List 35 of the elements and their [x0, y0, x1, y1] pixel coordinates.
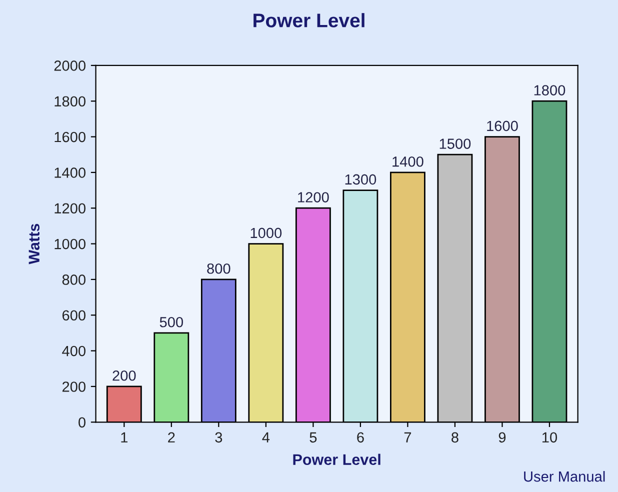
x-tick-label: 6	[357, 432, 364, 443]
y-tick-label: 1000	[54, 238, 86, 250]
data-label: 1800	[534, 85, 566, 96]
data-label: 200	[112, 370, 136, 381]
y-tick-label: 1800	[54, 96, 86, 107]
x-tick-label: 7	[404, 432, 412, 442]
data-label: 800	[207, 263, 230, 274]
y-axis-title: Watts	[28, 224, 40, 264]
data-label: 1400	[392, 156, 424, 167]
y-tick-label: 1400	[54, 168, 86, 178]
data-label: 1000	[250, 228, 282, 238]
x-tick-label: 5	[310, 432, 317, 443]
text: User Manual	[524, 471, 605, 482]
x-tick-label: 2	[168, 432, 175, 442]
y-tick-label: 2000	[54, 60, 86, 71]
x-tick-label: 1	[121, 432, 128, 442]
data-label: 1300	[345, 174, 376, 185]
y-tick-label: 0	[78, 417, 86, 428]
x-tick-label: 8	[452, 432, 458, 443]
y-tick-label: 1200	[54, 203, 86, 214]
x-tick-label: 9	[498, 432, 506, 443]
y-tick-label: 600	[62, 310, 86, 321]
data-label: 500	[160, 316, 183, 328]
y-tick-label: 1600	[54, 132, 86, 142]
chart-title: Power Level	[254, 13, 364, 28]
x-tick-label: 10	[542, 432, 558, 443]
data-label: 1600	[487, 120, 518, 132]
data-label: 1500	[440, 138, 471, 149]
y-tick-label: 200	[62, 382, 86, 392]
x-axis-title: Power Level	[293, 454, 380, 466]
y-tick-label: 800	[62, 274, 86, 285]
y-tick-label: 400	[62, 346, 86, 356]
data-label: 1200	[298, 192, 329, 202]
x-tick-label: 3	[215, 432, 222, 443]
x-tick-label: 4	[262, 432, 270, 442]
